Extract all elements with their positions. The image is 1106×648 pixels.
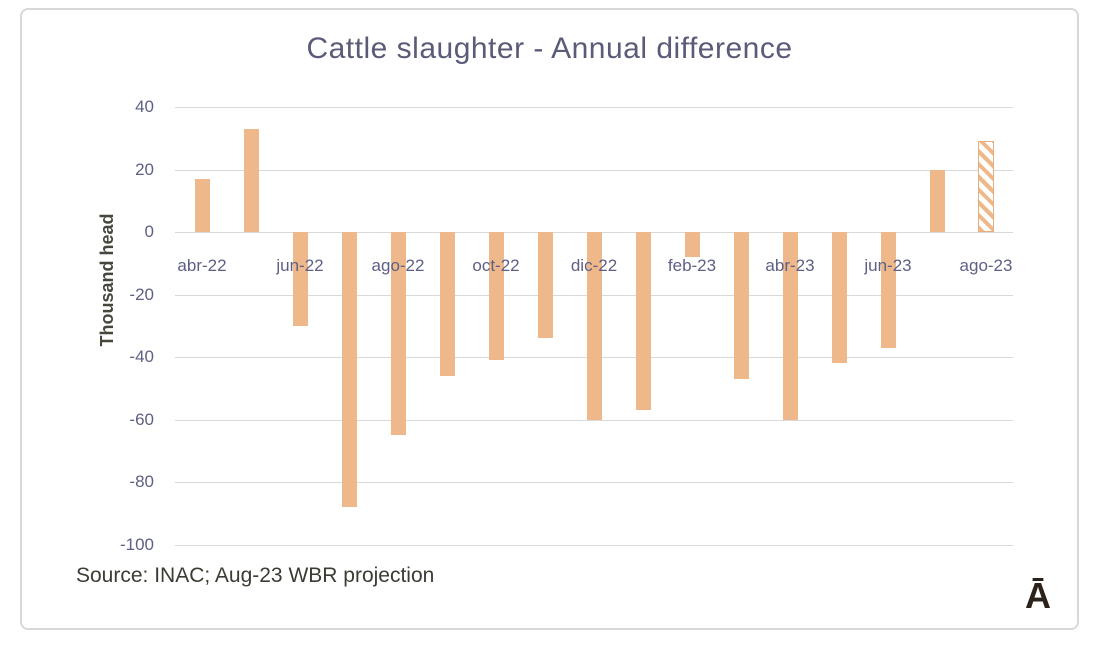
y-tick-label: 20 [135, 159, 154, 179]
bar-nov-22 [537, 232, 553, 339]
bar-ene-23 [635, 232, 651, 411]
x-tick-label: abr-23 [765, 256, 815, 275]
bar-ago-23 [978, 141, 994, 232]
gridline-y--60 [175, 419, 1013, 421]
x-tick-label: ago-22 [371, 256, 425, 275]
gridline-y-20 [175, 169, 1013, 171]
bar-abr-22 [194, 178, 210, 232]
x-tick-label: jun-22 [276, 256, 324, 275]
x-tick-label: feb-23 [667, 256, 717, 275]
bar-mar-23 [733, 232, 749, 379]
plot-area: 40 20 0 -20 -40 -60 -80 -100 abr-22 jun-22 ago-22 o… [22, 10, 1077, 628]
bar-dic-22 [586, 232, 602, 420]
y-tick-label: -40 [129, 347, 154, 366]
bar-feb-23 [684, 232, 700, 257]
logo-mark: Ā [1025, 575, 1051, 616]
x-tick-label: ago-23 [959, 256, 1013, 275]
gridline-y--100 [175, 544, 1013, 546]
x-tick-label: oct-22 [472, 256, 520, 275]
bar-sep-22 [439, 232, 455, 376]
chart-frame: Cattle slaughter - Annual difference Tho… [20, 8, 1079, 630]
y-tick-label: -80 [129, 472, 154, 491]
y-tick-label: 0 [144, 222, 154, 241]
bar-jun-23 [880, 232, 896, 348]
x-tick-label: abr-22 [177, 256, 227, 275]
y-tick-label: 40 [135, 97, 154, 116]
bar-jun-22 [292, 232, 308, 326]
bar-oct-22 [488, 232, 504, 361]
bar-ago-22 [390, 232, 406, 436]
bar-jul-22 [341, 232, 357, 507]
source-note: Source: INAC; Aug-23 WBR projection [76, 564, 435, 587]
bar-may-23 [831, 232, 847, 364]
y-tick-label: -100 [119, 534, 154, 554]
x-tick-label: dic-22 [570, 256, 618, 275]
bar-jul-23 [929, 169, 945, 232]
bar-abr-23 [782, 232, 798, 420]
bar-may-22 [243, 128, 259, 232]
gridline-y-40 [175, 107, 1013, 108]
x-tick-label: jun-23 [864, 256, 912, 275]
y-tick-label: -60 [129, 409, 154, 429]
chart-title: Cattle slaughter - Annual difference [306, 32, 793, 65]
y-tick-label: -20 [129, 284, 154, 304]
gridline-y--80 [175, 482, 1013, 483]
